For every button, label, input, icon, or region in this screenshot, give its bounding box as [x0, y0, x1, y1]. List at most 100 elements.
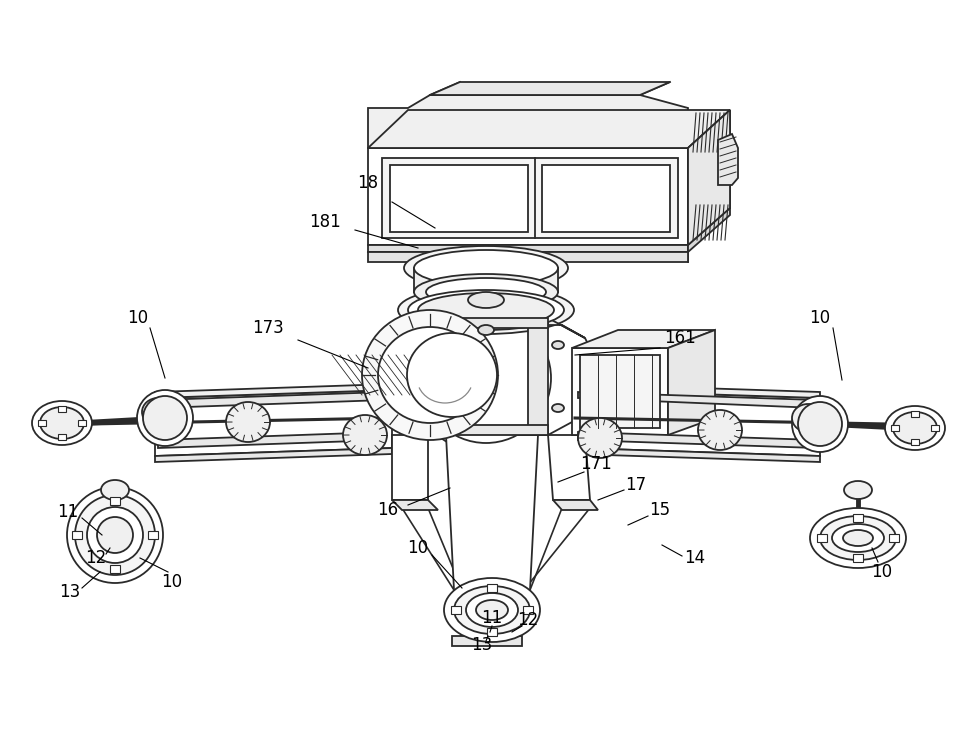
- Ellipse shape: [226, 402, 270, 442]
- Text: 16: 16: [377, 501, 399, 519]
- Ellipse shape: [426, 278, 546, 306]
- Polygon shape: [688, 110, 730, 245]
- Ellipse shape: [893, 412, 937, 444]
- Ellipse shape: [343, 415, 387, 455]
- Polygon shape: [155, 384, 392, 398]
- Text: 18: 18: [358, 174, 378, 192]
- Text: 11: 11: [57, 503, 79, 521]
- Ellipse shape: [885, 406, 945, 450]
- Polygon shape: [110, 565, 120, 573]
- Polygon shape: [392, 500, 438, 510]
- Ellipse shape: [843, 530, 873, 546]
- Polygon shape: [58, 434, 66, 440]
- Text: 10: 10: [810, 309, 830, 327]
- Ellipse shape: [792, 404, 824, 432]
- Polygon shape: [452, 636, 522, 646]
- Ellipse shape: [844, 481, 872, 499]
- Text: 15: 15: [649, 501, 671, 519]
- Ellipse shape: [412, 404, 424, 412]
- Polygon shape: [578, 392, 817, 408]
- Ellipse shape: [468, 292, 504, 308]
- Ellipse shape: [698, 410, 742, 450]
- Text: 14: 14: [684, 549, 706, 567]
- Polygon shape: [38, 420, 46, 426]
- Polygon shape: [911, 439, 919, 445]
- Ellipse shape: [404, 246, 568, 290]
- Polygon shape: [155, 390, 392, 456]
- Polygon shape: [454, 590, 530, 640]
- Ellipse shape: [578, 418, 622, 458]
- Ellipse shape: [143, 396, 187, 440]
- Ellipse shape: [478, 325, 494, 335]
- Polygon shape: [382, 158, 678, 238]
- Text: 173: 173: [252, 319, 284, 337]
- Ellipse shape: [408, 290, 564, 330]
- Polygon shape: [428, 425, 548, 435]
- Polygon shape: [155, 448, 392, 462]
- Polygon shape: [853, 514, 863, 522]
- Polygon shape: [553, 500, 598, 510]
- Polygon shape: [110, 497, 120, 505]
- Polygon shape: [931, 425, 939, 431]
- Ellipse shape: [454, 586, 530, 634]
- Text: 12: 12: [517, 611, 538, 629]
- Ellipse shape: [820, 516, 896, 560]
- Ellipse shape: [75, 495, 155, 575]
- Polygon shape: [158, 392, 385, 408]
- Polygon shape: [572, 330, 715, 348]
- Text: 171: 171: [580, 455, 612, 473]
- Polygon shape: [446, 435, 538, 590]
- Ellipse shape: [137, 390, 193, 446]
- Polygon shape: [911, 411, 919, 417]
- Ellipse shape: [40, 407, 84, 439]
- Ellipse shape: [414, 250, 558, 286]
- Polygon shape: [487, 584, 497, 592]
- Polygon shape: [817, 534, 827, 542]
- Ellipse shape: [552, 341, 564, 349]
- Ellipse shape: [142, 398, 174, 426]
- Text: 10: 10: [127, 309, 149, 327]
- Polygon shape: [430, 82, 670, 95]
- Polygon shape: [58, 406, 66, 412]
- Ellipse shape: [476, 600, 508, 620]
- Text: 10: 10: [407, 539, 429, 557]
- Polygon shape: [378, 318, 600, 435]
- Ellipse shape: [444, 578, 540, 642]
- Polygon shape: [688, 110, 730, 245]
- Polygon shape: [428, 318, 448, 435]
- Ellipse shape: [421, 313, 551, 443]
- Text: 17: 17: [625, 476, 646, 494]
- Polygon shape: [548, 435, 590, 500]
- Polygon shape: [575, 448, 820, 462]
- Text: 181: 181: [309, 213, 341, 231]
- Polygon shape: [72, 531, 82, 539]
- Polygon shape: [148, 531, 158, 539]
- Polygon shape: [528, 318, 548, 435]
- Ellipse shape: [411, 303, 561, 453]
- Polygon shape: [575, 384, 820, 398]
- Ellipse shape: [798, 402, 842, 446]
- Ellipse shape: [362, 310, 498, 440]
- Ellipse shape: [412, 341, 424, 349]
- Text: 13: 13: [59, 583, 81, 601]
- Ellipse shape: [832, 524, 884, 552]
- Text: 11: 11: [481, 609, 503, 627]
- Polygon shape: [891, 425, 899, 431]
- Ellipse shape: [418, 293, 554, 327]
- Text: 10: 10: [161, 573, 183, 591]
- Polygon shape: [446, 430, 538, 435]
- Ellipse shape: [87, 507, 143, 563]
- Polygon shape: [853, 554, 863, 562]
- Polygon shape: [688, 208, 730, 252]
- Polygon shape: [575, 390, 820, 456]
- Polygon shape: [368, 110, 730, 148]
- Polygon shape: [158, 432, 385, 448]
- Ellipse shape: [810, 508, 906, 568]
- Ellipse shape: [792, 396, 848, 452]
- Polygon shape: [428, 318, 548, 328]
- Ellipse shape: [466, 593, 518, 627]
- Polygon shape: [542, 165, 670, 232]
- Ellipse shape: [67, 487, 163, 583]
- Text: 161: 161: [664, 329, 696, 347]
- Ellipse shape: [407, 333, 497, 417]
